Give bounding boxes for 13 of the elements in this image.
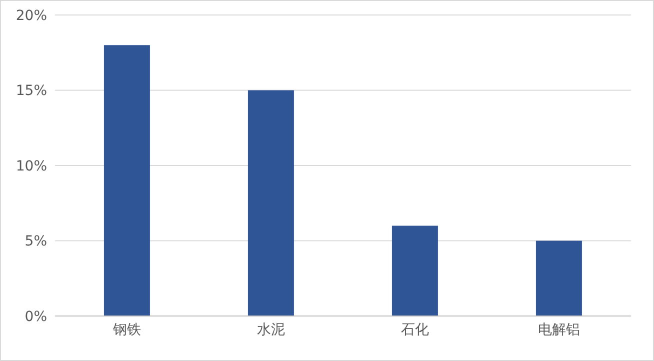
bar: [392, 226, 438, 316]
x-tick-label: 水泥: [257, 322, 285, 338]
y-tick-label: 15%: [16, 83, 47, 100]
y-tick-label: 5%: [24, 234, 47, 250]
x-tick-label: 石化: [401, 322, 429, 338]
bar: [104, 45, 150, 316]
y-tick-label: 20%: [16, 8, 47, 24]
x-tick-label: 电解铝: [538, 322, 580, 338]
x-tick-label: 钢铁: [112, 322, 141, 338]
bar: [536, 240, 582, 316]
y-tick-label: 0%: [24, 308, 47, 325]
y-tick-label: 10%: [16, 158, 47, 174]
bar: [248, 90, 294, 316]
